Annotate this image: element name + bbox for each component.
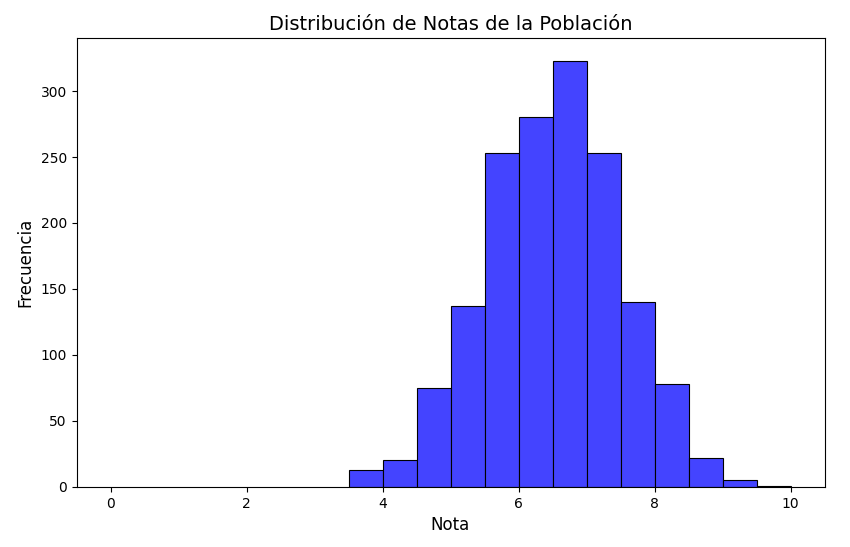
Bar: [756, 486, 790, 487]
Bar: [722, 480, 756, 487]
Bar: [484, 153, 518, 487]
Bar: [416, 388, 450, 487]
Bar: [654, 384, 688, 487]
Bar: [620, 302, 654, 487]
Bar: [450, 306, 484, 487]
Y-axis label: Frecuencia: Frecuencia: [17, 218, 35, 307]
Title: Distribución de Notas de la Población: Distribución de Notas de la Población: [269, 15, 632, 34]
Bar: [688, 458, 722, 487]
Bar: [348, 470, 382, 487]
Bar: [552, 61, 586, 487]
Bar: [518, 118, 552, 487]
Bar: [586, 153, 620, 487]
Bar: [382, 461, 416, 487]
X-axis label: Nota: Nota: [431, 516, 470, 534]
